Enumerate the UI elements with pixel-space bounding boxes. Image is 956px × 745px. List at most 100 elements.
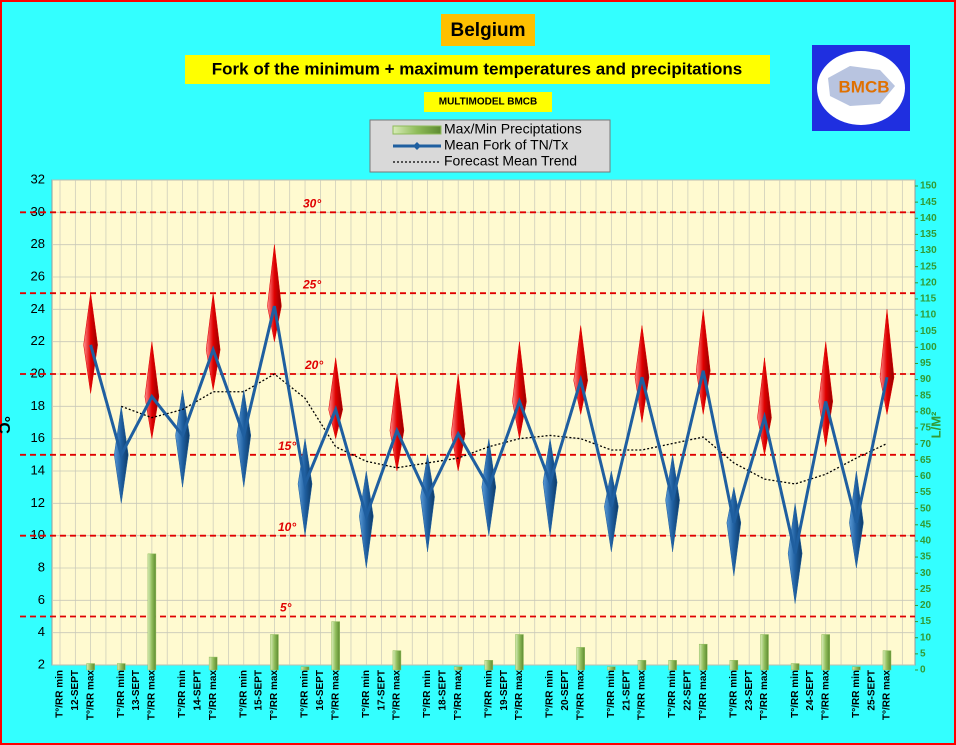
x-tick-label: T°/RR min — [667, 670, 678, 718]
precip-bar — [821, 634, 830, 671]
y-tick-label: 28 — [31, 236, 45, 251]
x-tick-label: T°/RR max — [269, 670, 280, 721]
y2-tick-label: 0 — [920, 665, 926, 676]
y2-tick-label: 110 — [920, 310, 937, 321]
reference-label: 10° — [278, 520, 296, 534]
title-box — [441, 14, 535, 46]
y2-tick-label: 130 — [920, 245, 937, 256]
plot-area — [51, 179, 916, 666]
y-tick-label: 8 — [38, 559, 45, 574]
fork-diamond — [450, 373, 466, 472]
y2-tick-label: 120 — [920, 277, 937, 288]
precip-bar — [270, 634, 279, 671]
fork-diamond — [389, 373, 405, 472]
source: MULTIMODEL BMCB — [439, 97, 538, 108]
precip-bar — [790, 663, 800, 671]
subtitle-box — [185, 55, 770, 84]
y2-tick-label: 70 — [920, 439, 932, 450]
y2-tick-label: 10 — [920, 632, 932, 643]
mean-line — [89, 305, 889, 554]
date-label: 24-SEPT — [805, 670, 816, 711]
x-tick-label: T°/RR max — [392, 670, 403, 721]
precip-bar — [576, 647, 585, 671]
y-tick-label: 24 — [31, 301, 45, 316]
y-tick-label: 10 — [31, 527, 45, 542]
precip-bar — [729, 660, 739, 671]
reference-label: 30° — [303, 197, 321, 211]
y2-tick-label: 55 — [920, 487, 932, 498]
y-axis-label: °C — [0, 416, 12, 434]
x-tick-label: T°/RR max — [453, 670, 464, 721]
date-label: 22-SEPT — [683, 670, 694, 711]
y2-tick-label: 150 — [920, 181, 937, 192]
precip-bar — [637, 660, 647, 671]
y-tick-label: 26 — [31, 268, 45, 283]
y-tick-label: 12 — [31, 495, 45, 510]
date-label: 23-SEPT — [744, 670, 755, 711]
legend-label: Max/Min Preciptations — [444, 121, 582, 137]
y-tick-label: 6 — [38, 592, 45, 607]
precip-bar — [392, 650, 402, 671]
y-tick-label: 4 — [38, 624, 45, 639]
y2-tick-label: 90 — [920, 374, 932, 385]
y2-tick-label: 30 — [920, 568, 932, 579]
precip-bar — [208, 656, 218, 671]
precip-bar — [668, 660, 677, 671]
precip-bar — [300, 666, 310, 671]
y2-tick-label: 75 — [920, 423, 932, 434]
x-tick-label: T°/RR max — [759, 670, 770, 721]
date-label: 21-SEPT — [621, 670, 632, 711]
reference-label: 20° — [304, 358, 323, 372]
x-tick-label: T°/RR max — [514, 670, 525, 721]
y-tick-label: 14 — [31, 462, 45, 477]
x-tick-label: T°/RR min — [545, 670, 556, 718]
x-tick-label: T°/RR max — [208, 670, 219, 721]
legend-marker — [413, 142, 421, 150]
logo-text: BMCB — [839, 77, 890, 96]
y2-tick-label: 45 — [920, 519, 932, 530]
y-tick-label: 2 — [38, 656, 45, 671]
y2-tick-label: 100 — [920, 342, 937, 353]
y2-tick-label: 140 — [920, 213, 937, 224]
x-tick-label: T°/RR min — [361, 670, 372, 718]
date-label: 19-SEPT — [499, 670, 510, 711]
precip-bar — [331, 621, 340, 671]
x-tick-label: T°/RR min — [116, 670, 127, 718]
x-tick-label: T°/RR min — [422, 670, 433, 718]
y2-tick-label: 85 — [920, 390, 932, 401]
date-label: 13-SEPT — [131, 670, 142, 711]
reference-label: 5° — [280, 601, 292, 615]
x-tick-label: T°/RR max — [820, 670, 831, 721]
y-tick-label: 16 — [31, 430, 45, 445]
precip-bar — [852, 666, 861, 671]
fork-diamond — [144, 341, 160, 439]
legend-swatch — [392, 125, 442, 135]
logo-map — [828, 66, 895, 106]
y2-tick-label: 20 — [920, 600, 932, 611]
precip-bar — [515, 634, 524, 671]
date-label: 15-SEPT — [254, 670, 265, 711]
precip-bar — [607, 666, 616, 671]
x-tick-label: T°/RR min — [300, 670, 311, 718]
date-label: 20-SEPT — [560, 670, 571, 711]
y2-tick-label: 40 — [920, 536, 932, 547]
x-tick-label: T°/RR min — [238, 670, 249, 718]
y2-tick-label: 60 — [920, 471, 932, 482]
fork-diamond — [205, 293, 221, 391]
x-tick-label: T°/RR max — [85, 670, 96, 721]
x-tick-label: T°/RR min — [728, 670, 739, 718]
y-tick-label: 30 — [31, 204, 45, 219]
precip-bar — [453, 666, 463, 671]
date-label: 18-SEPT — [438, 670, 449, 711]
y-tick-label: 20 — [31, 365, 45, 380]
x-tick-label: T°/RR min — [177, 670, 188, 718]
x-tick-label: T°/RR max — [330, 670, 341, 721]
legend-label: Forecast Mean Trend — [444, 153, 577, 169]
y2-axis-label: L/M² — [928, 411, 943, 438]
date-label: 12-SEPT — [70, 670, 81, 711]
y2-tick-label: 95 — [920, 358, 932, 369]
y2-tick-label: 25 — [920, 584, 932, 595]
y2-tick-label: 65 — [920, 455, 932, 466]
x-tick-label: T°/RR max — [575, 670, 586, 721]
